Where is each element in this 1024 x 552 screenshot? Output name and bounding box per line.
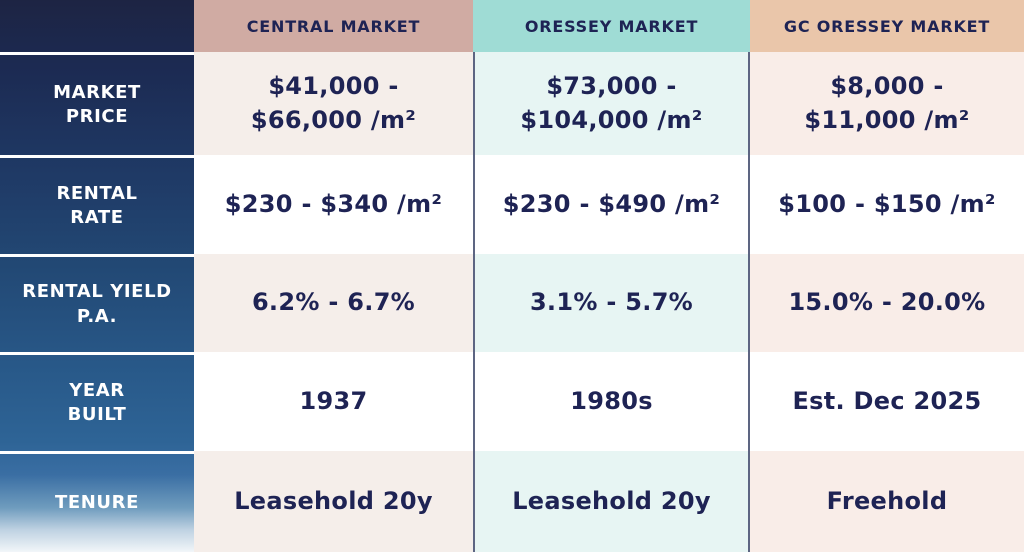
value-market-price-gc-oressey: $8,000 - $11,000 /m² xyxy=(750,52,1024,155)
value-tenure-gc-oressey: Freehold xyxy=(750,451,1024,552)
value-year-built-central: 1937 xyxy=(194,352,473,451)
value-market-price-oressey: $73,000 - $104,000 /m² xyxy=(473,52,750,155)
row-label-year-built: YEAR BUILT xyxy=(0,352,194,451)
value-rental-yield-central: 6.2% - 6.7% xyxy=(194,254,473,352)
row-label-market-price: MARKET PRICE xyxy=(0,52,194,155)
value-rental-yield-gc-oressey: 15.0% - 20.0% xyxy=(750,254,1024,352)
value-tenure-oressey: Leasehold 20y xyxy=(473,451,750,552)
value-rental-rate-gc-oressey: $100 - $150 /m² xyxy=(750,155,1024,254)
corner-cell xyxy=(0,0,194,52)
row-label-rental-rate: RENTAL RATE xyxy=(0,155,194,254)
value-year-built-oressey: 1980s xyxy=(473,352,750,451)
column-header-central-market: CENTRAL MARKET xyxy=(194,0,473,52)
value-rental-rate-central: $230 - $340 /m² xyxy=(194,155,473,254)
value-rental-yield-oressey: 3.1% - 5.7% xyxy=(473,254,750,352)
value-tenure-central: Leasehold 20y xyxy=(194,451,473,552)
value-market-price-central: $41,000 - $66,000 /m² xyxy=(194,52,473,155)
row-label-rental-yield: RENTAL YIELD P.A. xyxy=(0,254,194,352)
value-rental-rate-oressey: $230 - $490 /m² xyxy=(473,155,750,254)
column-header-oressey-market: ORESSEY MARKET xyxy=(473,0,750,52)
value-year-built-gc-oressey: Est. Dec 2025 xyxy=(750,352,1024,451)
row-label-tenure: TENURE xyxy=(0,451,194,552)
column-header-gc-oressey-market: GC ORESSEY MARKET xyxy=(750,0,1024,52)
